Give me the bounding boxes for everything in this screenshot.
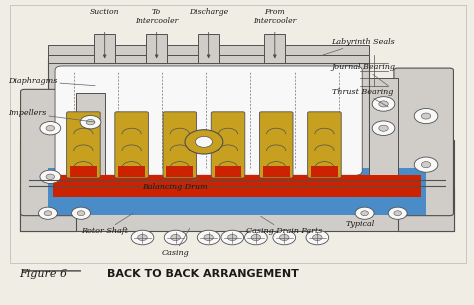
Circle shape	[197, 230, 220, 245]
Text: Rotor Shaft: Rotor Shaft	[81, 213, 133, 235]
Circle shape	[245, 230, 267, 245]
FancyBboxPatch shape	[55, 66, 362, 175]
Text: Labyrinth Seals: Labyrinth Seals	[322, 38, 395, 55]
FancyBboxPatch shape	[163, 112, 197, 178]
Bar	[53, 175, 421, 196]
Text: Discharge: Discharge	[189, 8, 228, 16]
Circle shape	[40, 121, 61, 135]
FancyBboxPatch shape	[308, 112, 341, 178]
Text: BACK TO BACK ARRANGEMENT: BACK TO BACK ARRANGEMENT	[107, 269, 299, 279]
Bar	[10, 5, 466, 263]
Circle shape	[86, 119, 95, 125]
Circle shape	[394, 211, 401, 216]
FancyBboxPatch shape	[67, 112, 100, 178]
Circle shape	[131, 230, 154, 245]
FancyBboxPatch shape	[211, 112, 245, 178]
Circle shape	[388, 207, 407, 219]
Bar	[264, 34, 285, 63]
Circle shape	[280, 235, 289, 241]
Bar	[215, 166, 241, 177]
Circle shape	[46, 174, 55, 180]
Text: Impellers: Impellers	[8, 109, 95, 122]
Text: Suction: Suction	[90, 8, 119, 16]
Bar	[19, 140, 76, 231]
Circle shape	[138, 235, 147, 241]
Circle shape	[195, 136, 212, 147]
Circle shape	[38, 207, 57, 219]
Text: To
Intercooler: To Intercooler	[135, 8, 178, 26]
Circle shape	[80, 116, 101, 129]
Bar	[369, 78, 398, 185]
Circle shape	[77, 211, 85, 216]
Text: Figure 6: Figure 6	[19, 269, 68, 279]
Circle shape	[372, 97, 395, 111]
Circle shape	[421, 113, 431, 119]
Circle shape	[421, 162, 431, 168]
Circle shape	[355, 207, 374, 219]
Bar	[76, 93, 105, 185]
Bar	[48, 55, 369, 63]
Circle shape	[361, 211, 368, 216]
Circle shape	[228, 235, 237, 241]
Bar	[48, 168, 426, 215]
Text: Diaphragms: Diaphragms	[8, 77, 95, 86]
Bar	[118, 166, 145, 177]
Circle shape	[171, 235, 180, 241]
Bar	[94, 34, 115, 63]
Bar	[263, 166, 290, 177]
Circle shape	[251, 235, 261, 241]
Bar	[198, 34, 219, 63]
FancyBboxPatch shape	[19, 189, 455, 231]
Circle shape	[379, 125, 388, 131]
Circle shape	[414, 109, 438, 124]
Circle shape	[414, 157, 438, 172]
Text: Casing: Casing	[161, 228, 190, 257]
FancyBboxPatch shape	[259, 112, 293, 178]
Bar	[311, 166, 338, 177]
Circle shape	[44, 211, 52, 216]
Text: Thrust Bearing: Thrust Bearing	[331, 88, 393, 107]
Bar	[146, 34, 167, 63]
Circle shape	[221, 230, 244, 245]
Text: From
Intercooler: From Intercooler	[253, 8, 296, 26]
Circle shape	[72, 207, 91, 219]
Bar	[48, 45, 369, 55]
Circle shape	[313, 235, 322, 241]
FancyBboxPatch shape	[20, 89, 80, 216]
Bar	[166, 166, 193, 177]
Bar	[398, 140, 455, 231]
Circle shape	[204, 235, 213, 241]
FancyBboxPatch shape	[115, 112, 148, 178]
Circle shape	[379, 101, 388, 107]
Circle shape	[40, 170, 61, 184]
Circle shape	[306, 230, 328, 245]
Text: Balancing Drum: Balancing Drum	[143, 178, 208, 192]
Circle shape	[46, 125, 55, 131]
Text: Typical: Typical	[346, 220, 375, 228]
Circle shape	[372, 121, 395, 135]
FancyBboxPatch shape	[48, 58, 369, 177]
FancyBboxPatch shape	[394, 68, 454, 216]
Circle shape	[273, 230, 296, 245]
Text: Casing Drain Parts: Casing Drain Parts	[246, 216, 323, 235]
Bar	[70, 166, 97, 177]
Circle shape	[164, 230, 187, 245]
Text: Journal Bearing: Journal Bearing	[331, 63, 395, 86]
Circle shape	[185, 130, 223, 154]
